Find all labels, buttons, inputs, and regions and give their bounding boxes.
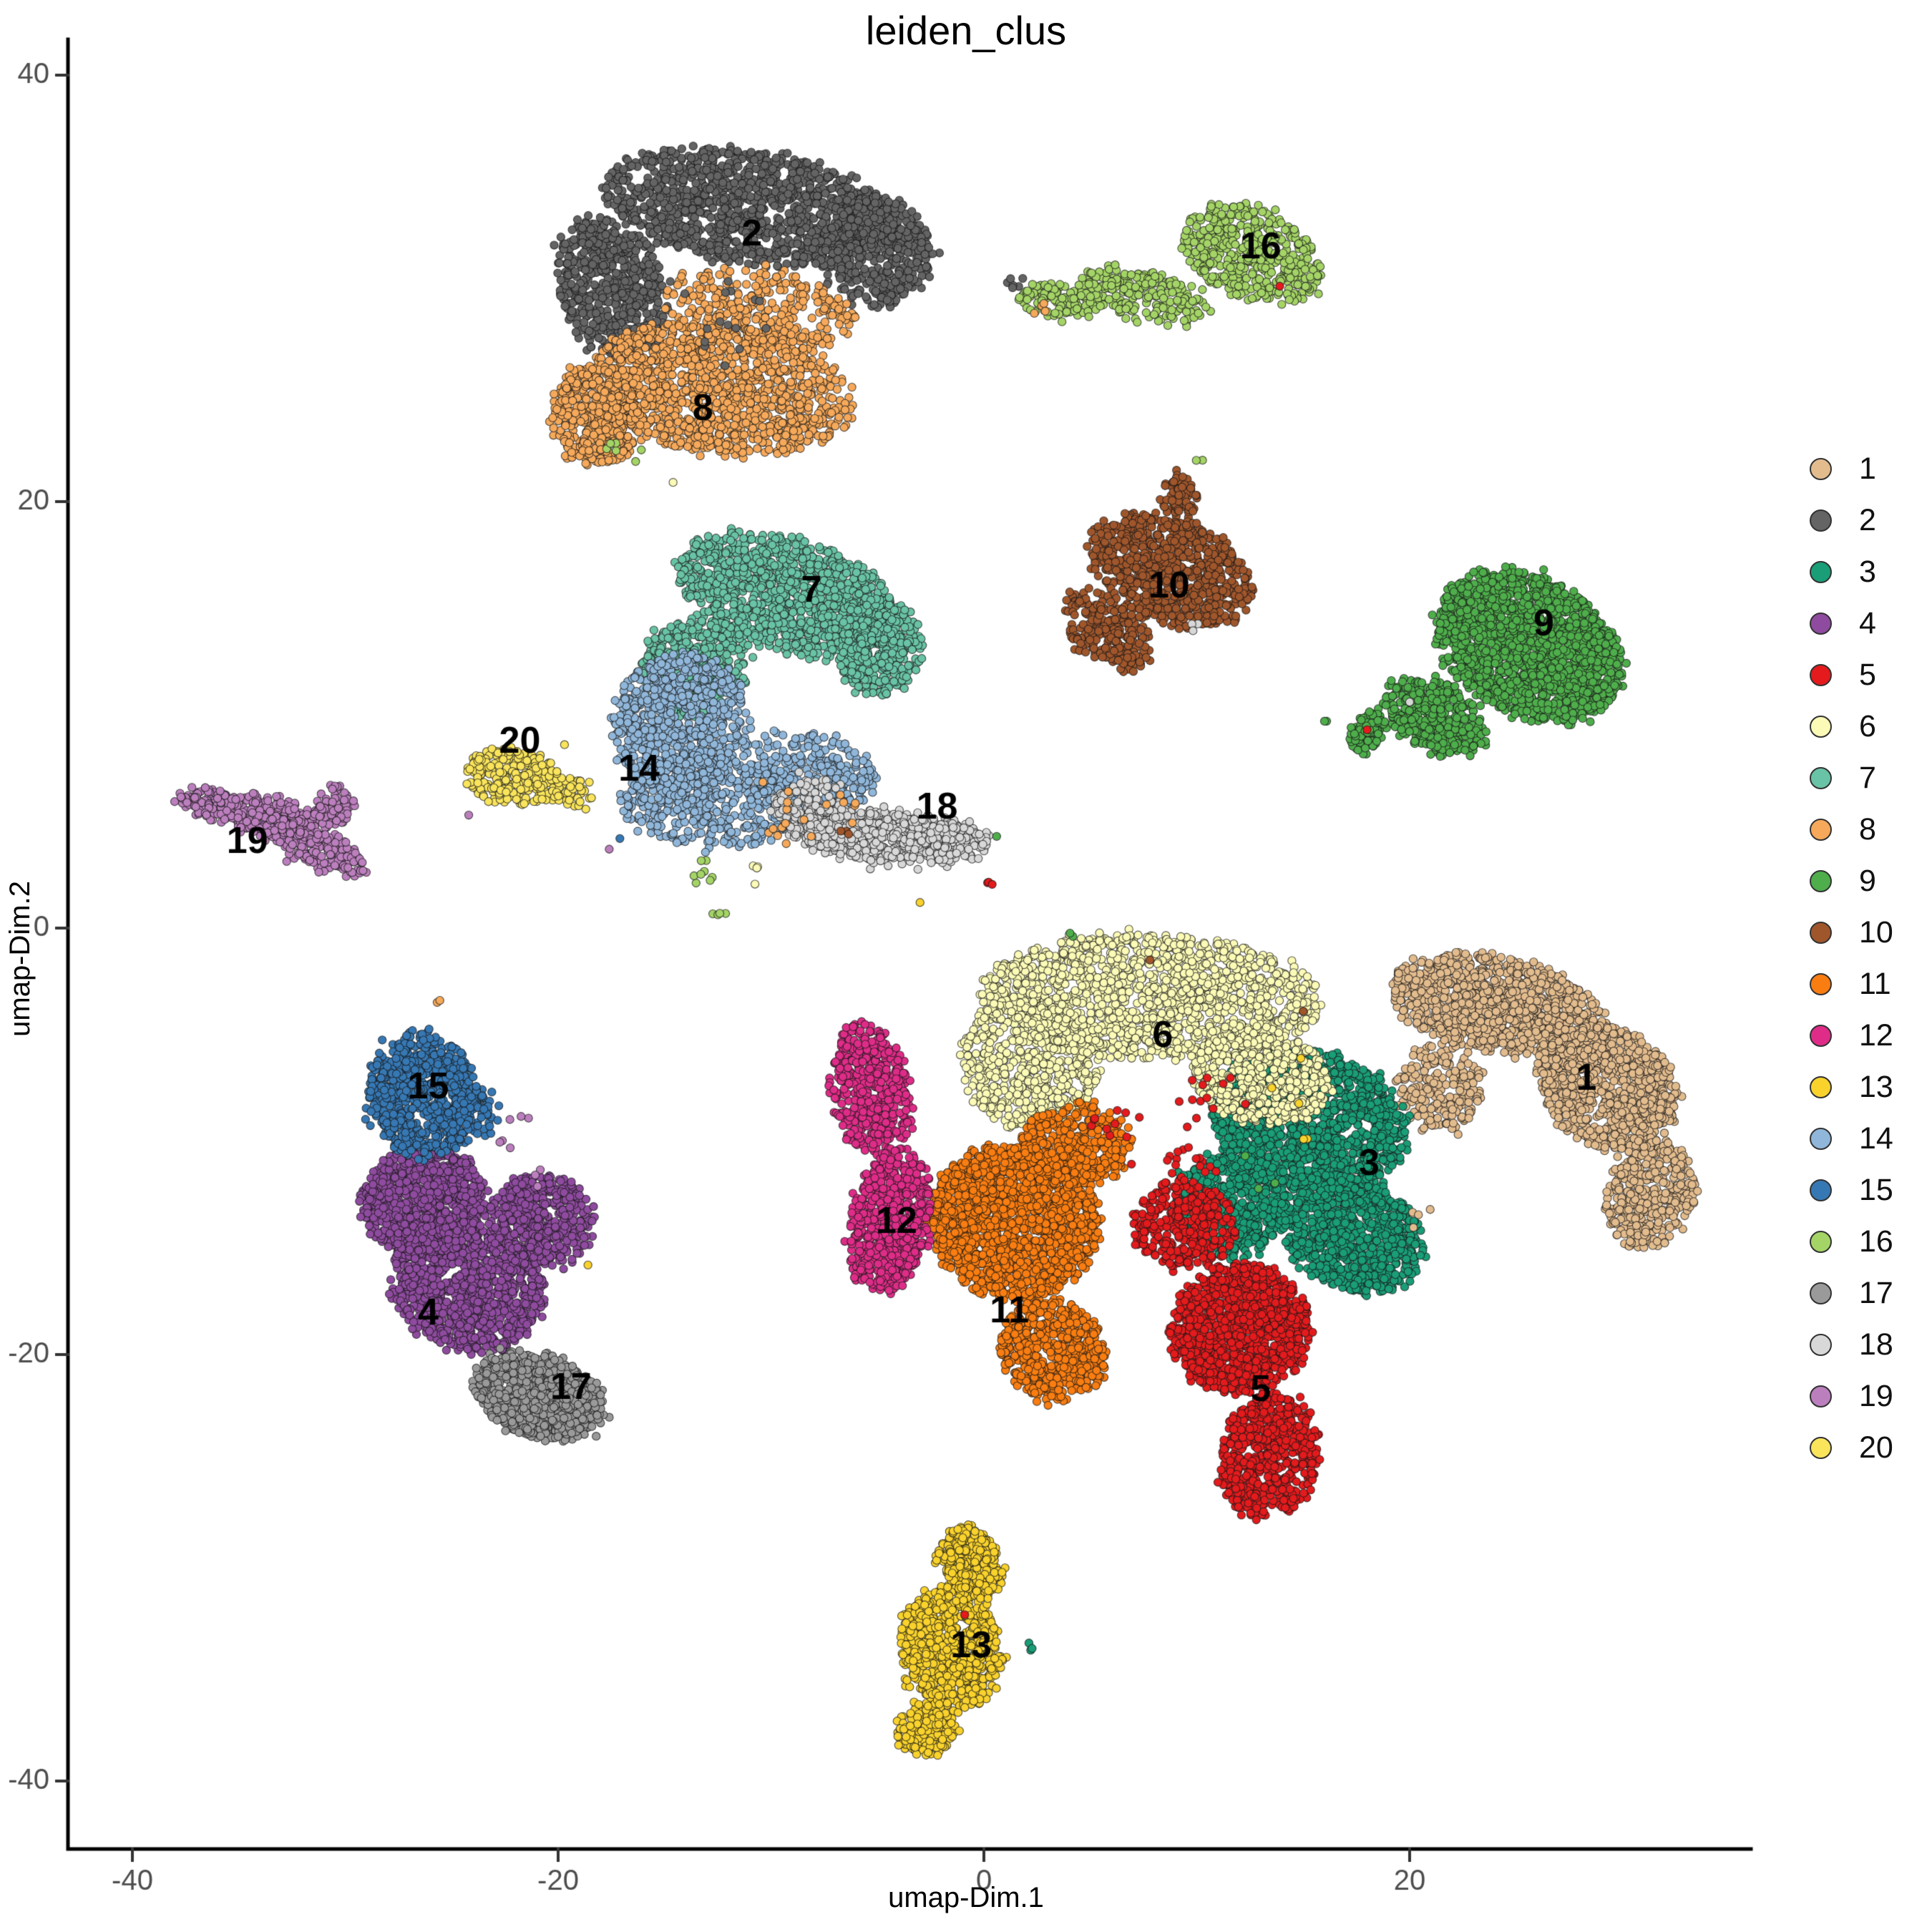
legend-label-10: 10 <box>1859 914 1893 950</box>
legend-item-3: 3 <box>1800 546 1932 597</box>
legend-label-12: 12 <box>1859 1018 1893 1053</box>
legend-dot-1 <box>1810 457 1832 480</box>
legend-dot-20 <box>1810 1436 1832 1459</box>
legend-item-6: 6 <box>1800 701 1932 752</box>
legend-label-5: 5 <box>1859 657 1876 692</box>
legend-label-3: 3 <box>1859 554 1876 589</box>
legend-item-4: 4 <box>1800 597 1932 649</box>
legend-dot-19 <box>1810 1385 1832 1407</box>
legend-label-2: 2 <box>1859 502 1876 537</box>
legend-label-9: 9 <box>1859 863 1876 898</box>
legend-item-15: 15 <box>1800 1164 1932 1216</box>
legend-dot-16 <box>1810 1230 1832 1253</box>
legend-dot-3 <box>1810 560 1832 583</box>
legend-label-1: 1 <box>1859 451 1876 486</box>
legend-dot-10 <box>1810 921 1832 944</box>
legend-item-17: 17 <box>1800 1267 1932 1319</box>
legend-dot-8 <box>1810 818 1832 841</box>
legend-dot-14 <box>1810 1127 1832 1150</box>
legend-dot-4 <box>1810 612 1832 635</box>
legend-item-18: 18 <box>1800 1319 1932 1370</box>
legend-label-15: 15 <box>1859 1172 1893 1207</box>
legend-dot-2 <box>1810 509 1832 532</box>
legend-item-12: 12 <box>1800 1010 1932 1061</box>
legend-dot-6 <box>1810 715 1832 738</box>
cluster-legend: 1 2 3 4 5 6 7 8 9 10 11 12 13 14 15 16 17 18 19 20 <box>1800 443 1932 1473</box>
legend-label-6: 6 <box>1859 708 1876 743</box>
legend-label-16: 16 <box>1859 1224 1893 1259</box>
legend-label-8: 8 <box>1859 811 1876 847</box>
legend-dot-12 <box>1810 1024 1832 1047</box>
legend-label-4: 4 <box>1859 605 1876 640</box>
chart-title: leiden_clus <box>865 8 1067 53</box>
legend-dot-11 <box>1810 972 1832 995</box>
y-axis-title: umap-Dim.2 <box>4 881 36 1037</box>
legend-label-14: 14 <box>1859 1121 1893 1156</box>
legend-item-2: 2 <box>1800 494 1932 546</box>
legend-item-16: 16 <box>1800 1216 1932 1267</box>
legend-item-19: 19 <box>1800 1370 1932 1422</box>
legend-item-20: 20 <box>1800 1422 1932 1473</box>
legend-dot-15 <box>1810 1179 1832 1201</box>
legend-item-11: 11 <box>1800 958 1932 1010</box>
legend-dot-17 <box>1810 1282 1832 1304</box>
legend-dot-9 <box>1810 869 1832 892</box>
x-axis-title: umap-Dim.1 <box>888 1882 1044 1913</box>
legend-item-9: 9 <box>1800 855 1932 907</box>
legend-item-1: 1 <box>1800 443 1932 494</box>
legend-item-10: 10 <box>1800 907 1932 958</box>
legend-item-14: 14 <box>1800 1113 1932 1164</box>
legend-label-18: 18 <box>1859 1327 1893 1362</box>
legend-dot-5 <box>1810 663 1832 686</box>
legend-label-13: 13 <box>1859 1069 1893 1104</box>
legend-label-11: 11 <box>1859 966 1891 1001</box>
legend-item-5: 5 <box>1800 649 1932 701</box>
legend-dot-18 <box>1810 1333 1832 1356</box>
legend-label-20: 20 <box>1859 1430 1893 1465</box>
legend-item-13: 13 <box>1800 1061 1932 1113</box>
legend-label-17: 17 <box>1859 1275 1893 1310</box>
legend-label-7: 7 <box>1859 760 1876 795</box>
legend-item-7: 7 <box>1800 752 1932 804</box>
legend-dot-13 <box>1810 1075 1832 1098</box>
legend-item-8: 8 <box>1800 804 1932 855</box>
legend-label-19: 19 <box>1859 1378 1893 1413</box>
legend-dot-7 <box>1810 766 1832 789</box>
